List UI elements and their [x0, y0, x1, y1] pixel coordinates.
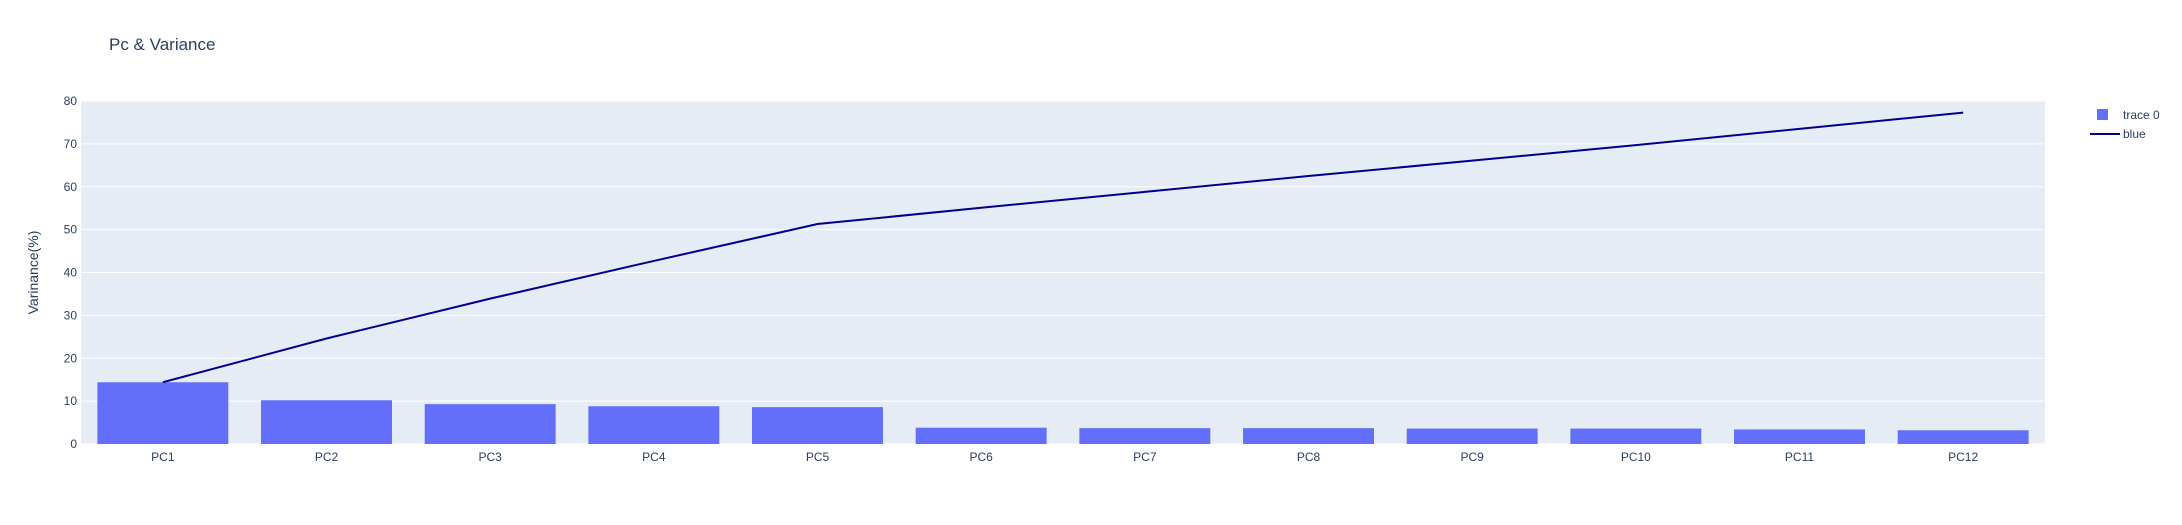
bar[interactable]	[1734, 429, 1865, 444]
bar[interactable]	[1079, 428, 1211, 444]
bar[interactable]	[915, 427, 1047, 444]
bar-series[interactable]	[97, 382, 2029, 444]
y-tick-label: 60	[64, 180, 78, 194]
x-tick-label: PC1	[151, 450, 175, 464]
legend-swatch-bar	[2097, 109, 2108, 120]
x-tick-label: PC5	[806, 450, 830, 464]
x-tick-label: PC4	[642, 450, 666, 464]
legend-label: trace 0	[2123, 108, 2160, 122]
line-series[interactable]	[162, 111, 1964, 384]
bar[interactable]	[588, 406, 720, 444]
y-tick-label: 70	[64, 137, 78, 151]
y-tick-label: 10	[64, 394, 78, 408]
x-tick-label: PC10	[1621, 450, 1651, 464]
bar[interactable]	[752, 407, 883, 444]
chart-title: Pc & Variance	[109, 35, 215, 54]
y-tick-label: 0	[70, 437, 77, 451]
x-tick-label: PC11	[1785, 450, 1814, 464]
x-tick-label: PC8	[1297, 450, 1321, 464]
series-line[interactable]	[162, 111, 1964, 384]
x-tick-label: PC9	[1460, 450, 1484, 464]
y-tick-label: 50	[64, 223, 78, 237]
y-tick-label: 20	[64, 351, 78, 365]
legend-label: blue	[2123, 127, 2146, 141]
bar[interactable]	[1570, 428, 1702, 444]
x-tick-label: PC3	[478, 450, 502, 464]
bar[interactable]	[1243, 428, 1374, 444]
y-tick-label: 30	[64, 308, 78, 322]
bar[interactable]	[97, 382, 229, 444]
x-tick-label: PC2	[315, 450, 339, 464]
bar[interactable]	[1406, 428, 1538, 444]
legend[interactable]: trace 0 blue	[2090, 108, 2160, 141]
y-tick-label: 40	[64, 266, 78, 280]
y-axis-ticks: 0 10 20 30 40 50 60 70 80	[64, 94, 78, 451]
bar[interactable]	[1897, 430, 2029, 444]
x-tick-label: PC6	[969, 450, 993, 464]
x-tick-label: PC12	[1948, 450, 1978, 464]
bar[interactable]	[424, 404, 556, 444]
bar[interactable]	[261, 400, 392, 444]
x-tick-label: PC7	[1133, 450, 1157, 464]
y-tick-label: 80	[64, 94, 78, 108]
grid-lines	[81, 100, 2045, 445]
y-axis-title: Varinance(%)	[25, 231, 41, 315]
x-axis-ticks: PC1 PC2 PC3 PC4 PC5 PC6 PC7 PC8 PC9 PC10 PC11 PC12	[151, 450, 1978, 464]
